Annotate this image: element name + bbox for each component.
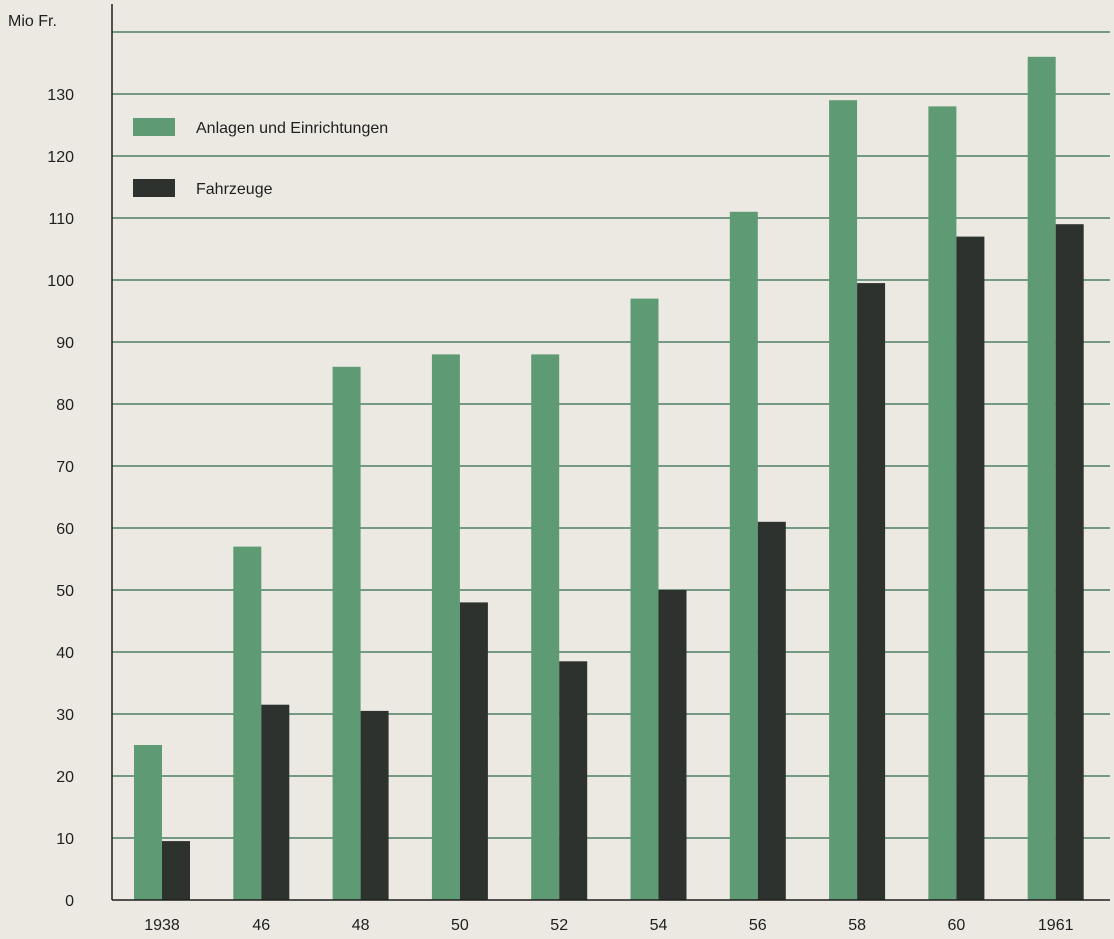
y-tick-label-40: 40 xyxy=(56,645,74,662)
x-tick-label-56: 56 xyxy=(749,917,767,934)
x-tick-label-60: 60 xyxy=(948,917,966,934)
bar-anlagen-50 xyxy=(431,354,460,900)
bars xyxy=(134,56,1084,901)
bar-fahrzeuge-56 xyxy=(757,521,786,900)
x-tick-label-58: 58 xyxy=(848,917,866,934)
axes xyxy=(111,4,1110,901)
x-tick-label-1961: 1961 xyxy=(1038,917,1074,934)
y-tick-label-80: 80 xyxy=(56,397,74,414)
y-tick-label-100: 100 xyxy=(47,273,74,290)
bar-anlagen-1938 xyxy=(134,745,162,900)
bar-fahrzeuge-58 xyxy=(857,283,886,901)
y-tick-label-130: 130 xyxy=(47,87,74,104)
y-tick-label-20: 20 xyxy=(56,769,74,786)
y-axis-unit-label: Mio Fr. xyxy=(8,13,57,30)
bar-anlagen-60 xyxy=(928,106,957,900)
y-tick-label-30: 30 xyxy=(56,707,74,724)
bar-fahrzeuge-50 xyxy=(459,602,488,900)
bar-anlagen-52 xyxy=(531,354,560,900)
bar-fahrzeuge-1961 xyxy=(1055,224,1084,900)
y-tick-label-110: 110 xyxy=(48,211,74,228)
bar-fahrzeuge-52 xyxy=(559,661,588,900)
bar-anlagen-48 xyxy=(332,366,361,900)
y-tick-label-50: 50 xyxy=(56,583,74,600)
x-tick-label-1938: 1938 xyxy=(144,917,180,934)
y-tick-label-120: 120 xyxy=(47,149,74,166)
y-tick-labels: 0 10 20 30 40 50 60 70 80 90 100 110 120 130 xyxy=(47,87,74,910)
x-tick-label-54: 54 xyxy=(650,917,668,934)
y-tick-label-90: 90 xyxy=(56,335,74,352)
gridlines xyxy=(112,31,1110,839)
bar-anlagen-56 xyxy=(729,211,758,901)
legend-swatch-fahrzeuge xyxy=(133,179,175,197)
x-tick-label-50: 50 xyxy=(451,917,469,934)
bar-anlagen-58 xyxy=(829,100,858,900)
legend-label-anlagen: Anlagen und Einrichtungen xyxy=(196,120,388,137)
y-tick-label-60: 60 xyxy=(56,521,74,538)
x-tick-labels: 1938 46 48 50 52 54 56 58 60 1961 xyxy=(144,917,1073,934)
legend-label-fahrzeuge: Fahrzeuge xyxy=(196,181,273,198)
y-tick-label-70: 70 xyxy=(56,459,74,476)
legend: Anlagen und Einrichtungen Fahrzeuge xyxy=(133,118,388,198)
legend-swatch-anlagen xyxy=(133,118,175,136)
bar-anlagen-54 xyxy=(630,298,659,901)
x-tick-label-46: 46 xyxy=(252,917,270,934)
y-tick-label-10: 10 xyxy=(56,831,74,848)
bar-anlagen-1961 xyxy=(1027,56,1056,901)
y-tick-label-0: 0 xyxy=(65,893,74,910)
bar-fahrzeuge-46 xyxy=(261,704,290,900)
bar-fahrzeuge-48 xyxy=(360,710,389,900)
bar-fahrzeuge-54 xyxy=(658,590,687,900)
bar-anlagen-46 xyxy=(233,546,262,900)
x-tick-label-52: 52 xyxy=(550,917,568,934)
x-tick-label-48: 48 xyxy=(352,917,370,934)
bar-fahrzeuge-60 xyxy=(956,236,985,901)
bar-fahrzeuge-1938 xyxy=(162,841,190,900)
